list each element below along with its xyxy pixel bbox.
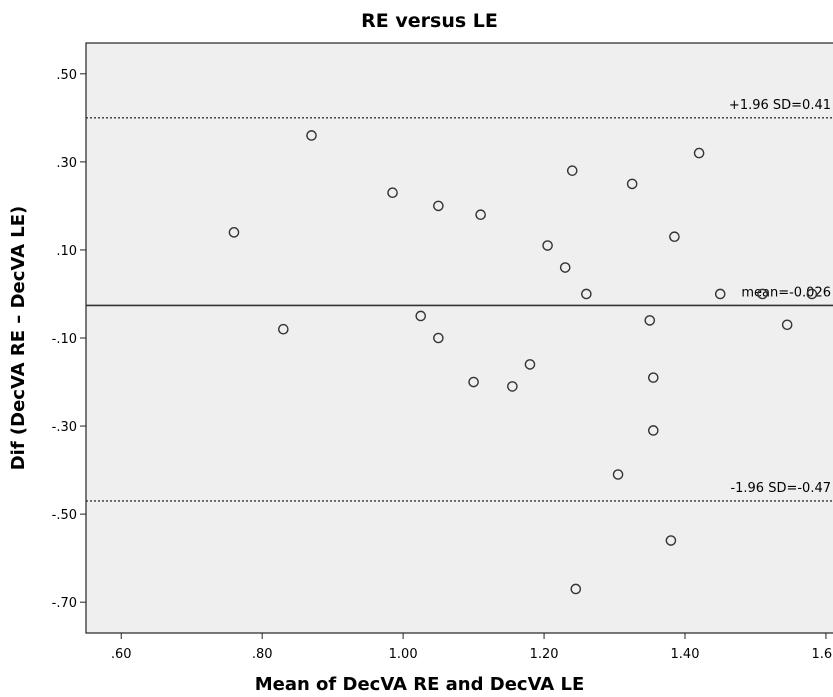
data-point <box>612 469 624 480</box>
y-tick-label: .50 <box>56 68 77 83</box>
data-point <box>644 315 656 326</box>
y-tick-label: -.50 <box>52 508 77 523</box>
data-point <box>665 535 677 546</box>
data-point <box>306 130 317 141</box>
y-tick-label: -.70 <box>52 596 77 611</box>
data-point <box>757 288 768 300</box>
data-point <box>387 187 398 199</box>
data-point <box>433 332 444 344</box>
y-tick-label: -.10 <box>52 332 77 347</box>
x-tick-label: .80 <box>252 647 273 662</box>
x-axis: .60 .80 1.00 1.20 1.40 1.60 <box>111 633 833 662</box>
reference-line-label: -1.96 SD=-0.47 <box>730 481 831 496</box>
chart-title: RE versus LE <box>361 10 498 32</box>
reference-line-label: +1.96 SD=0.41 <box>729 98 831 113</box>
reference-lines: +1.96 SD=0.41 mean=-0.026 -1.96 SD=-0.47 <box>86 98 833 502</box>
data-point <box>570 583 582 595</box>
y-axis-title: Dif (DecVA RE – DecVA LE) <box>8 206 29 471</box>
data-point <box>542 240 553 251</box>
data-point <box>415 310 427 322</box>
data-point <box>468 376 479 388</box>
x-tick-label: 1.20 <box>530 647 559 662</box>
y-axis: .50 .30 .10 -.10 -.30 -.50 -.70 <box>52 68 86 611</box>
data-point <box>507 381 518 392</box>
data-point <box>566 165 578 176</box>
data-point <box>278 323 289 335</box>
data-point <box>475 209 486 221</box>
data-point <box>559 262 571 273</box>
data-point <box>647 425 659 436</box>
data-point <box>433 200 444 212</box>
x-tick-label: 1.40 <box>671 647 700 662</box>
plot-area <box>85 42 833 634</box>
data-point <box>714 288 726 300</box>
y-tick-label: .10 <box>56 244 77 259</box>
data-point <box>626 178 638 190</box>
x-tick-label: .60 <box>111 647 132 662</box>
data-point <box>806 288 818 300</box>
y-tick-label: .30 <box>56 156 77 171</box>
data-point <box>581 288 592 300</box>
data-point <box>669 231 680 243</box>
x-axis-title: Mean of DecVA RE and DecVA LE <box>255 674 585 695</box>
data-point <box>228 227 240 238</box>
data-point <box>647 372 659 383</box>
data-point <box>693 147 705 159</box>
scatter-points <box>228 130 818 595</box>
x-tick-label: 1.60 <box>811 647 833 662</box>
x-tick-label: 1.00 <box>389 647 418 662</box>
reference-line-label: mean=-0.026 <box>741 285 831 300</box>
data-point <box>781 319 793 331</box>
y-tick-label: -.30 <box>52 420 77 435</box>
data-point <box>524 359 536 370</box>
